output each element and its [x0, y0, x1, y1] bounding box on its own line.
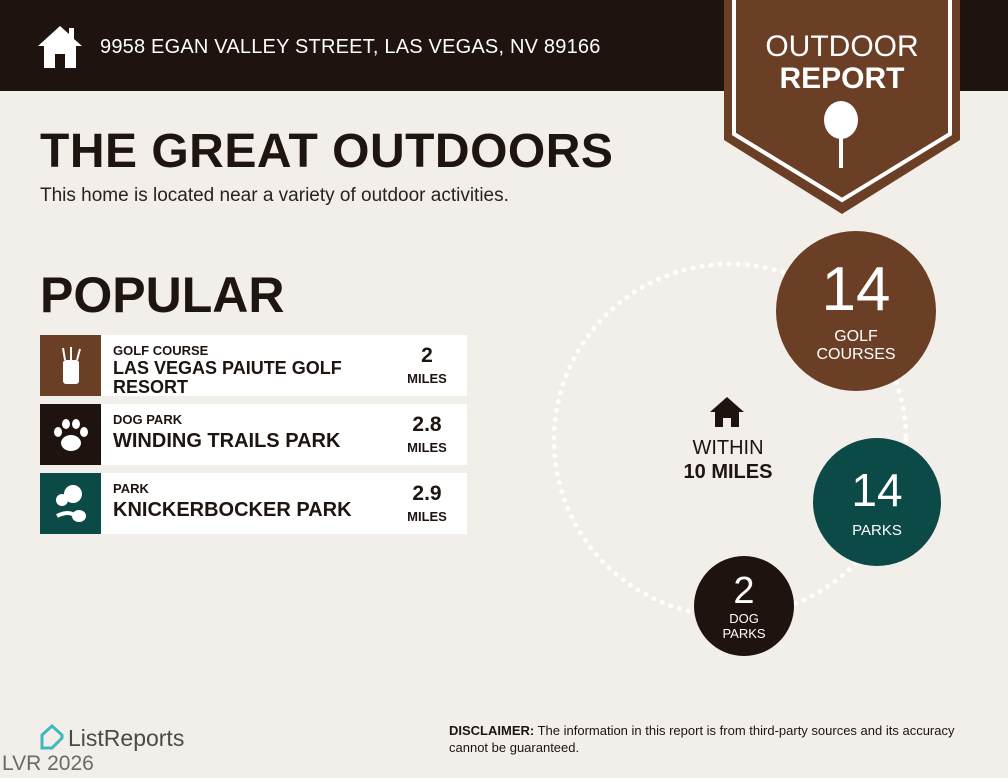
item-unit: MILES: [407, 509, 447, 524]
radius-ring: [551, 261, 909, 619]
list-item: PARK KNICKERBOCKER PARK 2.9 MILES: [40, 473, 467, 534]
within-label: WITHIN: [692, 437, 764, 459]
item-name: WINDING TRAILS PARK: [113, 430, 341, 452]
watermark: LVR 2026: [2, 752, 94, 775]
item-distance: 2: [421, 344, 433, 367]
logo-icon: [40, 724, 64, 750]
dog-parks-label: DOG: [729, 611, 759, 626]
golf-bag-icon: [40, 335, 101, 396]
dog-parks-count-circle: 2 DOG PARKS: [694, 556, 794, 656]
dog-parks-count: 2: [733, 570, 755, 612]
golf-label: COURSES: [816, 346, 896, 363]
item-name: LAS VEGAS PAIUTE GOLF RESORT: [113, 358, 342, 397]
item-category: GOLF COURSE: [113, 343, 209, 358]
golf-label: GOLF: [834, 328, 878, 345]
tree-icon: [824, 101, 858, 168]
brand-name: ListReports: [68, 724, 185, 751]
item-unit: MILES: [407, 371, 447, 386]
address: 9958 EGAN VALLEY STREET, LAS VEGAS, NV 8…: [100, 36, 601, 58]
disclaimer-label: DISCLAIMER:: [449, 723, 535, 738]
golf-count-circle: 14 GOLF COURSES: [776, 231, 936, 391]
item-unit: MILES: [407, 440, 447, 455]
section-title: POPULAR: [40, 267, 285, 323]
item-category: PARK: [113, 481, 149, 496]
item-category: DOG PARK: [113, 412, 183, 427]
list-item: DOG PARK WINDING TRAILS PARK 2.8 MILES: [40, 404, 467, 465]
park-trees-icon: [40, 473, 101, 534]
parks-count-circle: 14 PARKS: [813, 438, 941, 566]
list-item: GOLF COURSE LAS VEGAS PAIUTE GOLF RESORT…: [40, 335, 467, 397]
badge-line1: OUTDOOR: [765, 30, 919, 63]
within-radius: WITHIN 10 MILES: [648, 436, 808, 484]
dog-parks-label: PARKS: [722, 626, 766, 641]
parks-label: PARKS: [852, 521, 902, 539]
paw-icon: [40, 404, 101, 465]
within-distance: 10 MILES: [683, 461, 773, 483]
disclaimer-text: The information in this report is from t…: [449, 723, 955, 755]
item-distance: 2.8: [412, 413, 442, 436]
badge-line2: REPORT: [779, 62, 905, 95]
house-icon: [38, 26, 82, 68]
house-icon: [710, 397, 744, 427]
page-title: THE GREAT OUTDOORS: [40, 125, 614, 178]
item-distance: 2.9: [412, 482, 442, 505]
parks-count: 14: [851, 463, 903, 516]
disclaimer: DISCLAIMER: The information in this repo…: [449, 722, 989, 756]
listreports-logo: ListReports: [40, 724, 184, 752]
golf-count: 14: [821, 255, 891, 324]
item-name: KNICKERBOCKER PARK: [113, 499, 352, 521]
page-subtitle: This home is located near a variety of o…: [40, 185, 509, 206]
